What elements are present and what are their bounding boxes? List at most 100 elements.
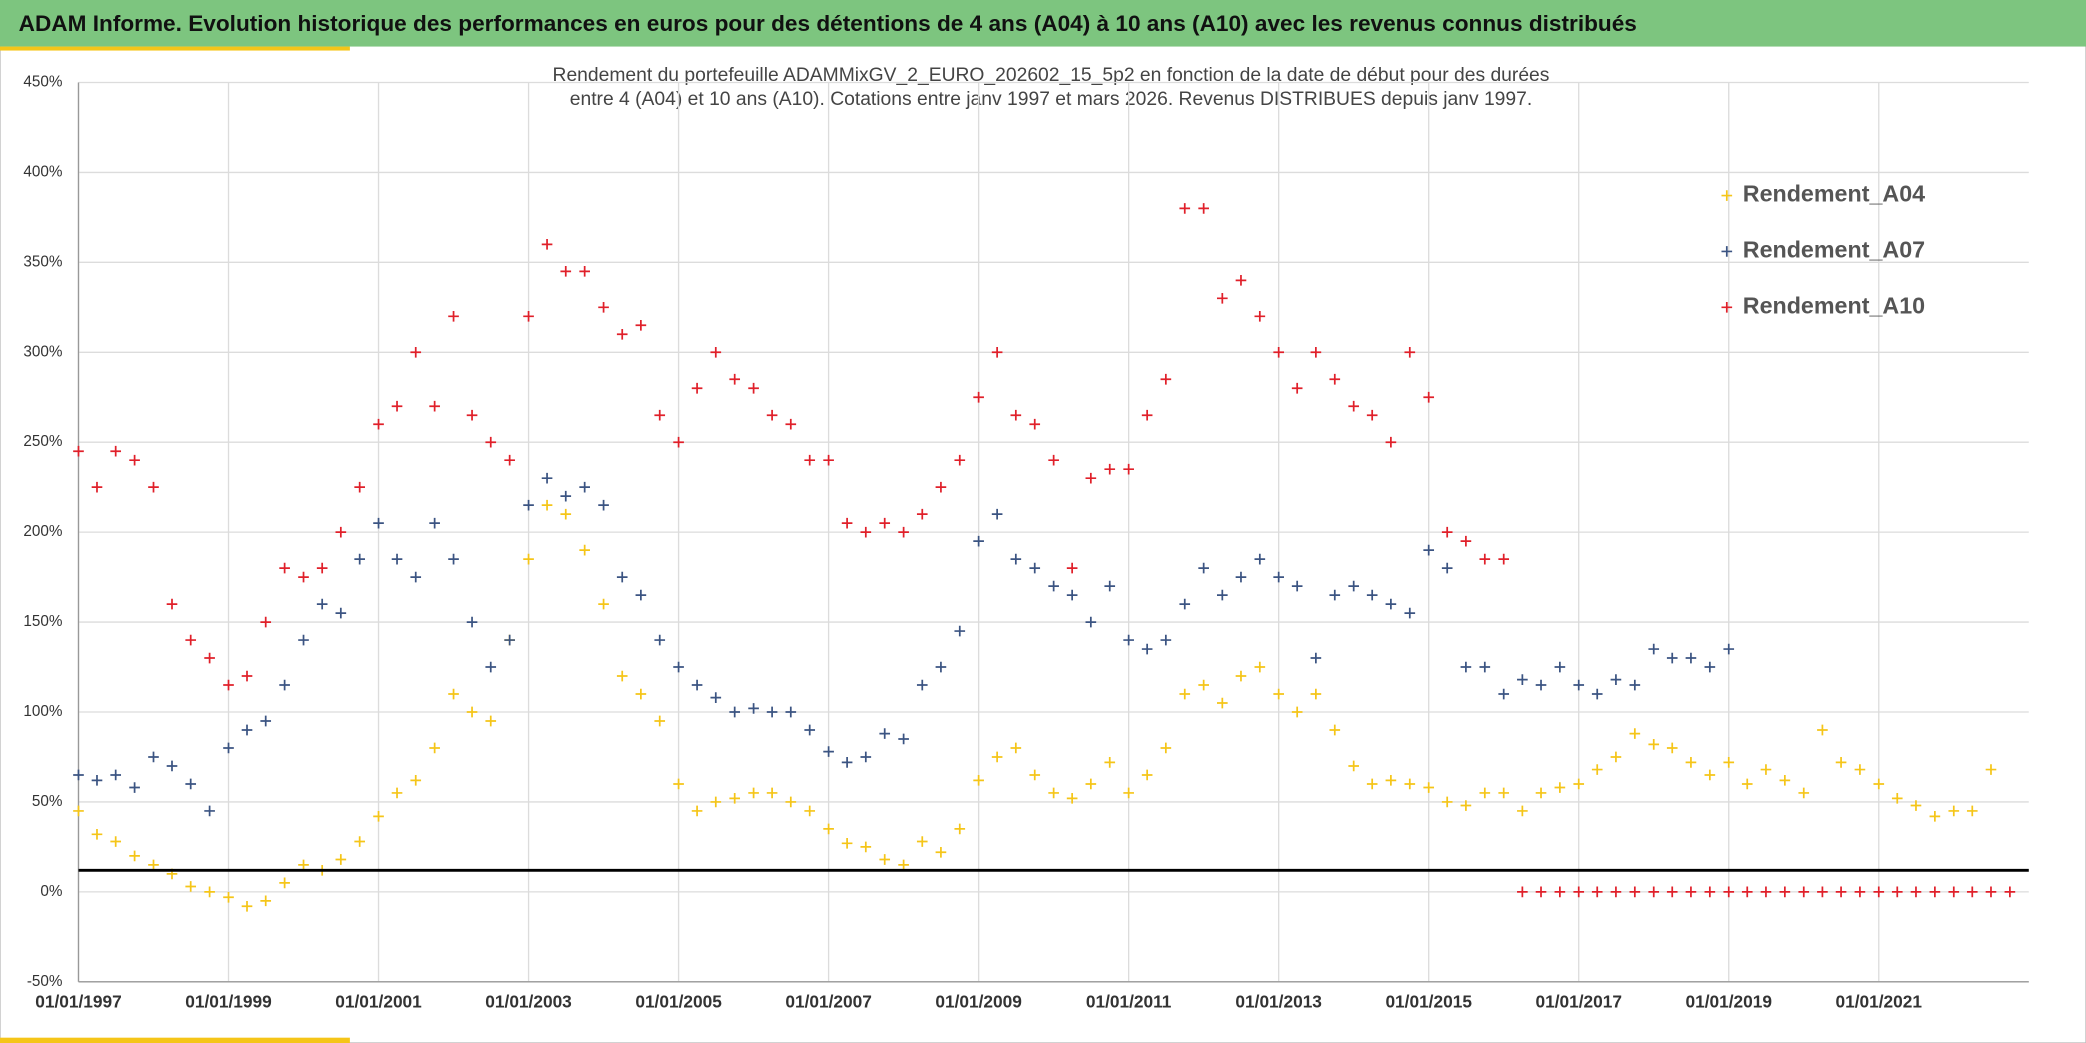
point <box>1517 805 1528 817</box>
point <box>429 517 440 529</box>
point <box>148 481 159 493</box>
point <box>485 661 497 673</box>
point <box>335 526 347 538</box>
point <box>1760 764 1772 775</box>
point <box>991 751 1003 763</box>
point <box>1198 562 1209 574</box>
point <box>1985 886 1997 898</box>
point <box>1666 742 1678 754</box>
x-tick-label: 01/01/1997 <box>35 992 122 1012</box>
point <box>1891 793 1903 804</box>
y-tick-label: 50% <box>32 793 63 810</box>
point <box>1198 679 1209 691</box>
legend-marker <box>1721 246 1733 257</box>
point <box>879 517 891 529</box>
point <box>1029 418 1041 430</box>
point <box>1160 634 1172 646</box>
point <box>748 787 759 799</box>
point <box>448 553 459 565</box>
point <box>654 409 666 421</box>
point <box>1629 886 1641 898</box>
point <box>1385 598 1397 610</box>
point <box>448 310 459 322</box>
point <box>823 746 834 757</box>
point <box>1685 652 1697 664</box>
y-tick-label: 0% <box>40 883 62 900</box>
point <box>485 436 497 448</box>
point <box>1948 805 1960 817</box>
point <box>691 382 703 394</box>
point <box>1179 598 1191 610</box>
point <box>1423 782 1435 793</box>
point <box>916 679 928 691</box>
point <box>579 266 590 277</box>
point <box>710 796 722 808</box>
point <box>1310 688 1322 700</box>
point <box>1235 670 1247 682</box>
point <box>241 724 253 736</box>
point <box>654 715 666 727</box>
point <box>260 715 272 727</box>
y-tick-label: -50% <box>27 973 63 990</box>
point <box>1966 805 1978 817</box>
legend-marker <box>1721 190 1733 201</box>
point <box>1066 793 1078 804</box>
point <box>1535 787 1547 799</box>
point <box>298 634 309 646</box>
point <box>616 328 628 340</box>
point <box>710 692 722 703</box>
point <box>935 846 947 858</box>
point <box>1517 674 1528 685</box>
point <box>1517 886 1528 898</box>
point <box>335 607 347 619</box>
point <box>616 571 628 583</box>
chart-subtitle: entre 4 (A04) et 10 ans (A10). Cotations… <box>570 89 1532 110</box>
point <box>1085 616 1097 628</box>
point <box>148 859 159 871</box>
point <box>1254 553 1266 565</box>
point <box>1704 661 1716 673</box>
point <box>1385 436 1397 448</box>
y-tick-label: 250% <box>23 433 62 450</box>
point <box>91 481 103 493</box>
point <box>1123 634 1134 646</box>
point <box>898 526 909 538</box>
point <box>279 679 290 691</box>
point <box>204 886 215 898</box>
point <box>973 535 984 547</box>
point <box>1910 886 1922 898</box>
point <box>1179 203 1191 214</box>
point <box>410 346 422 358</box>
y-tick-label: 150% <box>23 613 62 630</box>
point <box>635 688 647 700</box>
point <box>541 472 553 484</box>
point <box>1366 589 1378 601</box>
y-tick-label: 400% <box>23 163 62 180</box>
point <box>110 836 122 847</box>
point <box>1498 787 1510 799</box>
point <box>73 805 84 817</box>
point <box>691 805 703 817</box>
point <box>635 589 647 601</box>
point <box>504 454 515 466</box>
point <box>1723 886 1735 898</box>
point <box>1573 886 1585 898</box>
point <box>354 836 366 847</box>
point <box>1460 535 1472 547</box>
point <box>1085 472 1097 484</box>
point <box>973 391 984 403</box>
point <box>1741 886 1753 898</box>
point <box>1741 778 1753 790</box>
point <box>466 706 478 718</box>
point <box>1629 679 1641 691</box>
point <box>1104 757 1116 768</box>
point <box>373 418 384 430</box>
point <box>335 854 347 865</box>
point <box>429 742 440 754</box>
point <box>504 634 515 646</box>
point <box>1310 652 1322 664</box>
point <box>766 787 778 799</box>
point <box>73 769 84 781</box>
